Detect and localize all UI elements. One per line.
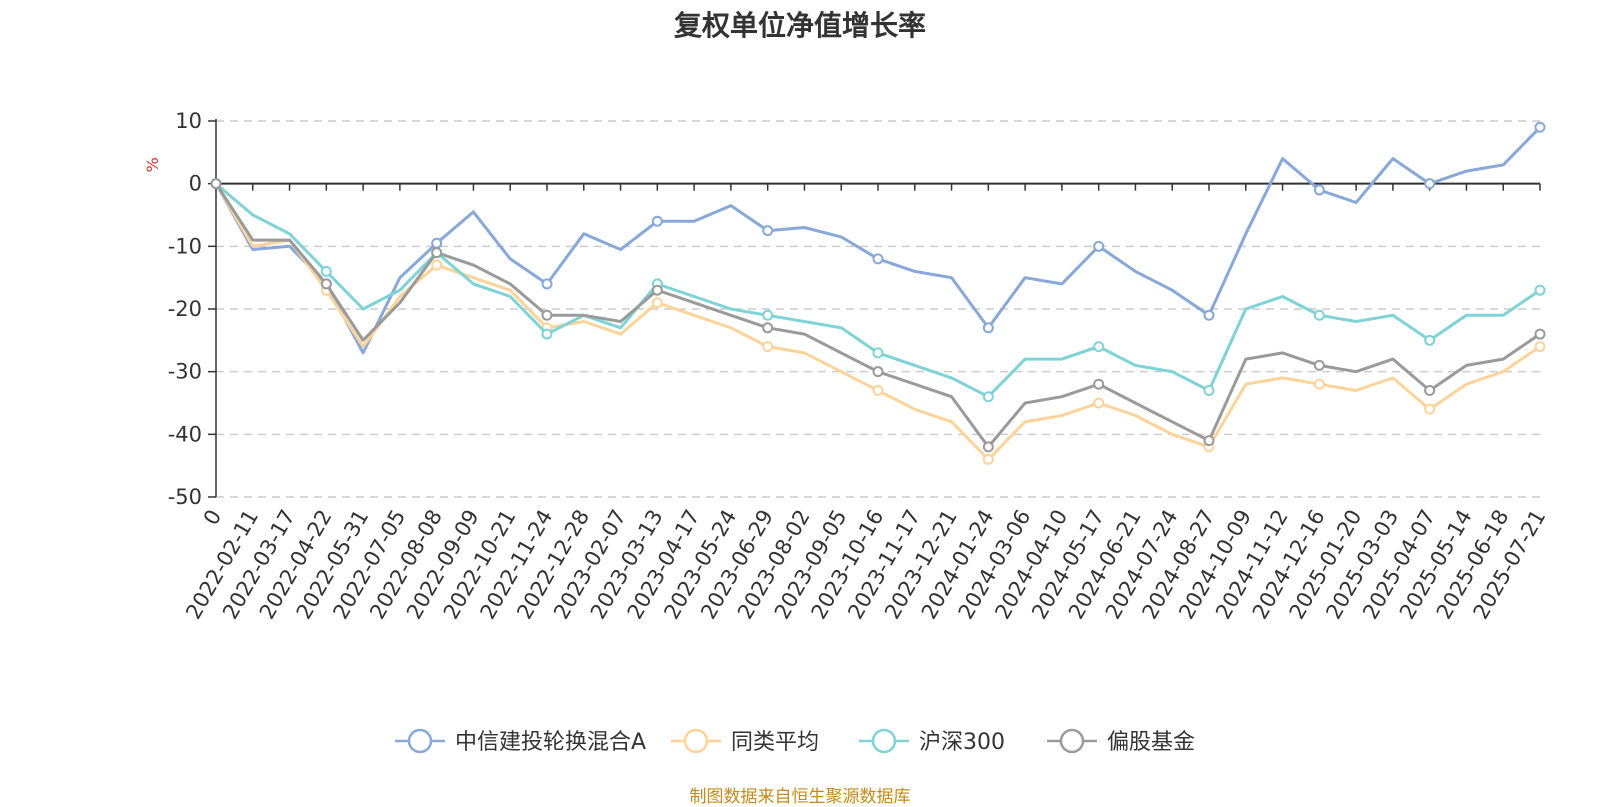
legend-item[interactable]: 中信建投轮换混合A xyxy=(395,728,646,755)
grid-lines xyxy=(216,120,1540,498)
y-axis-label: % xyxy=(143,157,162,172)
data-point xyxy=(431,237,443,249)
data-point xyxy=(651,215,663,227)
data-point xyxy=(762,309,774,321)
data-point xyxy=(1313,378,1325,390)
series-line xyxy=(214,182,1541,461)
data-point xyxy=(1534,328,1546,340)
series-2 xyxy=(210,178,1546,465)
data-point xyxy=(210,178,222,190)
data-point xyxy=(762,341,774,353)
data-point xyxy=(1424,178,1436,190)
data-point xyxy=(1534,341,1546,353)
data-point xyxy=(541,278,553,290)
data-point xyxy=(651,297,663,309)
data-point xyxy=(1203,435,1215,447)
x-tick-label: 0 xyxy=(199,506,226,530)
data-point xyxy=(651,284,663,296)
legend-item[interactable]: 偏股基金 xyxy=(1047,728,1195,755)
data-point xyxy=(1093,397,1105,409)
data-point xyxy=(1093,341,1105,353)
data-point xyxy=(1424,403,1436,415)
y-tick-label: -10 xyxy=(168,234,202,258)
legend-swatch-marker xyxy=(1059,728,1085,754)
series-line xyxy=(215,182,1541,399)
data-point xyxy=(762,322,774,334)
y-tick-label: -20 xyxy=(168,297,202,321)
source-note: 制图数据来自恒生聚源数据库 xyxy=(689,787,911,807)
data-point xyxy=(431,247,443,259)
series-lines xyxy=(210,121,1546,465)
y-tick-label: 0 xyxy=(189,172,202,196)
legend-label: 中信建投轮换混合A xyxy=(455,730,646,755)
data-point xyxy=(1203,384,1215,396)
data-point xyxy=(1424,334,1436,346)
data-point xyxy=(320,278,332,290)
legend-swatch-marker xyxy=(407,728,433,754)
data-point xyxy=(1313,184,1325,196)
data-point xyxy=(982,441,994,453)
data-point xyxy=(982,453,994,465)
data-point xyxy=(431,259,443,271)
legend-swatch-marker xyxy=(871,728,897,754)
data-point xyxy=(1424,384,1436,396)
data-point xyxy=(541,309,553,321)
data-point xyxy=(1313,359,1325,371)
data-point xyxy=(1313,309,1325,321)
data-point xyxy=(872,366,884,378)
legend-label: 偏股基金 xyxy=(1107,730,1195,755)
data-point xyxy=(1093,378,1105,390)
data-point xyxy=(762,225,774,237)
chart-title: 复权单位净值增长率 xyxy=(673,9,926,42)
data-point xyxy=(872,253,884,265)
data-point xyxy=(872,347,884,359)
data-point xyxy=(1534,121,1546,133)
data-point xyxy=(1534,284,1546,296)
data-point xyxy=(982,322,994,334)
data-point xyxy=(320,265,332,277)
data-point xyxy=(982,391,994,403)
legend-swatch-marker xyxy=(683,728,709,754)
legend-item[interactable]: 同类平均 xyxy=(671,728,819,755)
y-tick-label: 10 xyxy=(175,109,202,133)
legend: 中信建投轮换混合A 同类平均 沪深300 偏股基金 xyxy=(395,728,1195,755)
axes: 100-10-20-30-40-50%02022-02-112022-03-17… xyxy=(143,109,1550,623)
y-tick-label: -30 xyxy=(168,360,202,384)
y-tick-label: -50 xyxy=(168,485,202,509)
legend-label: 沪深300 xyxy=(919,730,1005,755)
data-point xyxy=(541,328,553,340)
series-line xyxy=(214,182,1541,449)
series-4 xyxy=(210,178,1546,453)
y-tick-label: -40 xyxy=(168,422,202,446)
legend-item[interactable]: 沪深300 xyxy=(859,728,1005,755)
legend-label: 同类平均 xyxy=(731,730,819,755)
data-point xyxy=(1203,309,1215,321)
data-point xyxy=(1093,240,1105,252)
data-point xyxy=(872,384,884,396)
